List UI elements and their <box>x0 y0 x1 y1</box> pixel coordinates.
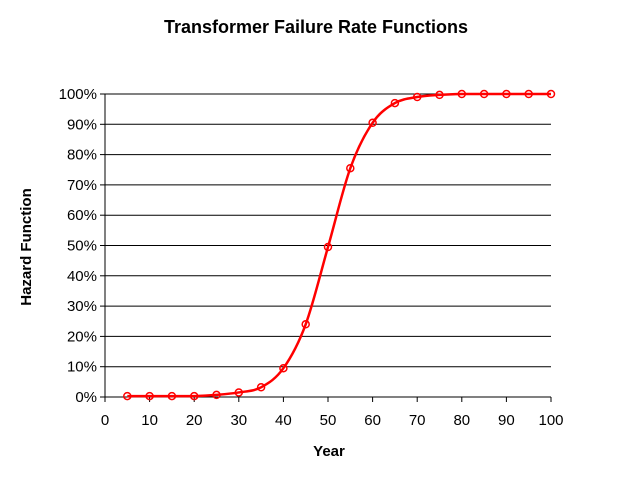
x-tick-label: 60 <box>364 412 381 429</box>
data-point <box>479 89 489 99</box>
data-point <box>390 98 400 108</box>
y-tick-label: 60% <box>67 207 97 224</box>
x-tick-label: 70 <box>409 412 426 429</box>
data-point <box>323 242 333 252</box>
x-tick-label: 0 <box>101 412 109 429</box>
data-point <box>189 391 199 401</box>
y-tick-label: 0% <box>75 389 97 406</box>
y-tick-label: 20% <box>67 328 97 345</box>
x-axis-title: Year <box>313 443 345 460</box>
data-point <box>435 90 444 100</box>
x-tick-label: 100 <box>538 412 563 429</box>
y-tick-label: 50% <box>67 238 97 255</box>
y-tick-label: 80% <box>67 147 97 164</box>
x-tick-label: 80 <box>453 412 470 429</box>
data-point <box>368 118 377 128</box>
x-tick-label: 40 <box>275 412 292 429</box>
x-tick-label: 30 <box>230 412 247 429</box>
y-tick-label: 70% <box>67 177 97 194</box>
data-point <box>412 92 422 102</box>
y-tick-label: 90% <box>67 116 97 133</box>
y-axis-title: Hazard Function <box>18 188 35 306</box>
data-point <box>546 89 556 99</box>
x-tick-label: 90 <box>498 412 515 429</box>
series <box>123 89 556 401</box>
y-tick-label: 40% <box>67 268 97 285</box>
y-tick-label: 10% <box>67 359 97 376</box>
data-point <box>279 363 288 373</box>
data-point <box>256 383 266 392</box>
data-point <box>212 390 221 400</box>
data-point <box>457 89 467 99</box>
gridlines <box>105 93 551 368</box>
data-point <box>167 391 177 401</box>
data-point <box>346 163 355 173</box>
data-point <box>524 89 533 99</box>
tick-labels: 0% 10% 20% 30% 40% 50% 60% 70% 80% 90% 100% 0 10 20 30… <box>59 86 564 429</box>
data-point <box>502 89 511 99</box>
x-tick-label: 10 <box>141 412 158 429</box>
data-point <box>145 391 154 401</box>
chart-title: Transformer Failure Rate Functions <box>164 17 468 37</box>
data-point <box>301 320 310 329</box>
y-tick-label: 100% <box>59 86 97 103</box>
y-tick-label: 30% <box>67 298 97 315</box>
x-tick-label: 20 <box>186 412 203 429</box>
axes <box>100 93 552 402</box>
data-point <box>234 388 244 397</box>
x-tick-label: 50 <box>320 412 337 429</box>
data-point <box>123 391 132 401</box>
